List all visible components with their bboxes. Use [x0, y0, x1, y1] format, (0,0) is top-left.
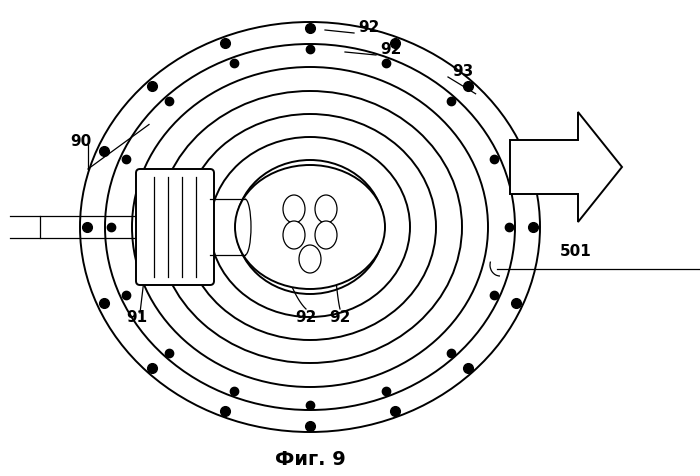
Text: 91: 91 [126, 310, 147, 325]
Ellipse shape [315, 196, 337, 224]
Ellipse shape [235, 166, 385, 289]
Polygon shape [510, 113, 622, 223]
Text: 93: 93 [452, 64, 473, 79]
Text: 90: 90 [70, 134, 91, 149]
Text: Фиг. 9: Фиг. 9 [274, 449, 345, 468]
Text: 92: 92 [295, 310, 316, 325]
Ellipse shape [283, 196, 305, 224]
FancyBboxPatch shape [136, 169, 214, 286]
Text: 92: 92 [358, 20, 379, 35]
Text: 501: 501 [560, 244, 592, 259]
Ellipse shape [283, 221, 305, 249]
Ellipse shape [299, 246, 321, 273]
Ellipse shape [315, 221, 337, 249]
Text: 92: 92 [329, 310, 351, 325]
Text: 92: 92 [380, 42, 401, 58]
